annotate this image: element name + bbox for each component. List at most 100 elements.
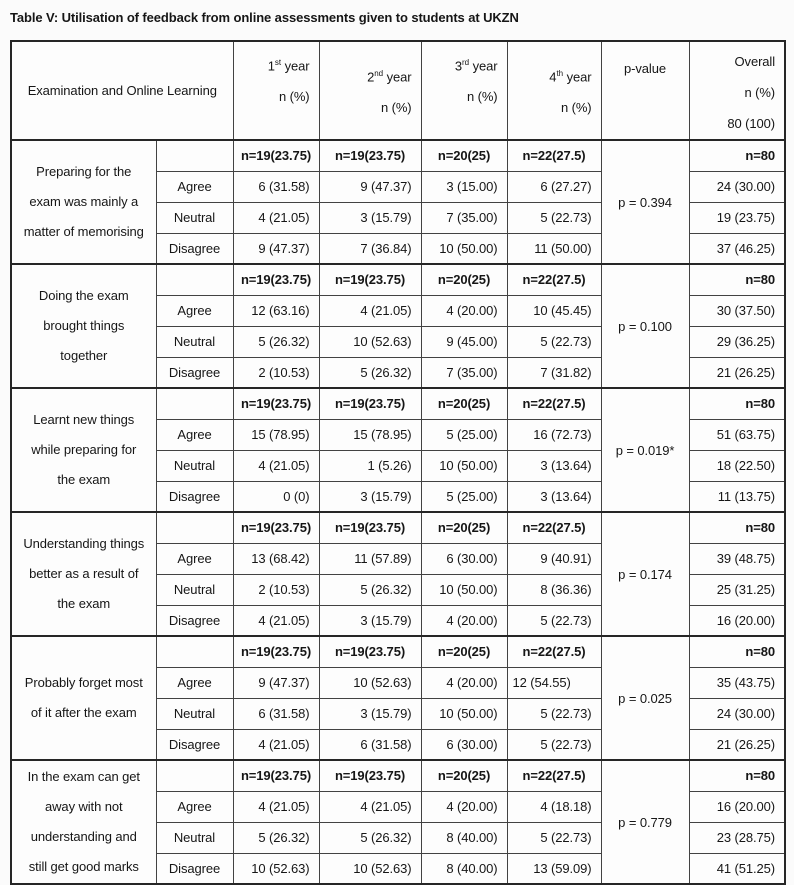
value-cell: 16 (72.73) bbox=[506, 418, 602, 451]
statement-line: away with not bbox=[45, 799, 123, 814]
statement-line: of it after the exam bbox=[30, 705, 137, 720]
response-label: Neutral bbox=[155, 697, 234, 730]
response-label: Neutral bbox=[155, 449, 234, 482]
value-cell: 7 (35.00) bbox=[420, 201, 508, 234]
value-cell: 11 (50.00) bbox=[506, 232, 602, 265]
overall-value-cell: 37 (46.25) bbox=[688, 232, 786, 265]
statement-line: exam was mainly a bbox=[29, 194, 139, 209]
overall-value-cell: 21 (26.25) bbox=[688, 356, 786, 389]
overall-value-cell: 16 (20.00) bbox=[688, 790, 786, 823]
header-year-1: 1st year n (%) bbox=[232, 40, 320, 141]
header-year-4-line2: n (%) bbox=[560, 100, 592, 116]
header-exam-online-learning: Examination and Online Learning bbox=[10, 40, 234, 141]
p-value-cell: p = 0.025 bbox=[600, 635, 690, 761]
response-row: Disagree 9 (47.37) 7 (36.84) 10 (50.00) 11 (… bbox=[11, 232, 786, 265]
value-cell: 13 (68.42) bbox=[232, 542, 320, 575]
value-cell: 5 (22.73) bbox=[506, 201, 602, 234]
p-value-cell: p = 0.174 bbox=[600, 511, 690, 637]
n-cell: n=20(25) bbox=[420, 263, 508, 296]
value-cell: 7 (31.82) bbox=[506, 356, 602, 389]
n-cell: n=22(27.5) bbox=[506, 759, 602, 792]
response-label: Neutral bbox=[155, 573, 234, 606]
statement-line: Doing the exam bbox=[38, 288, 129, 303]
p-value-cell: p = 0.779 bbox=[600, 759, 690, 885]
response-row: Disagree 4 (21.05) 3 (15.79) 4 (20.00) 5 (22… bbox=[11, 604, 786, 637]
value-cell: 13 (59.09) bbox=[506, 852, 602, 885]
value-cell: 3 (15.79) bbox=[318, 604, 422, 637]
overall-value-cell: 19 (23.75) bbox=[688, 201, 786, 234]
value-cell: 2 (10.53) bbox=[232, 573, 320, 606]
response-row: Agree 4 (21.05) 4 (21.05) 4 (20.00) 4 (18.18… bbox=[11, 790, 786, 823]
value-cell: 3 (15.79) bbox=[318, 201, 422, 234]
value-cell: 4 (21.05) bbox=[232, 449, 320, 482]
overall-value-cell: 16 (20.00) bbox=[688, 604, 786, 637]
response-label: Agree bbox=[155, 790, 234, 823]
response-label: Disagree bbox=[155, 232, 234, 265]
overall-value-cell: 25 (31.25) bbox=[688, 573, 786, 606]
value-cell: 6 (27.27) bbox=[506, 170, 602, 203]
value-cell: 12 (54.55) bbox=[506, 666, 602, 699]
value-cell: 3 (15.79) bbox=[318, 697, 422, 730]
n-overall-cell: n=80 bbox=[688, 139, 786, 172]
value-cell: 6 (31.58) bbox=[232, 170, 320, 203]
overall-value-cell: 41 (51.25) bbox=[688, 852, 786, 885]
n-cell: n=20(25) bbox=[420, 635, 508, 668]
statement-cell: Understanding things better as a result o… bbox=[10, 511, 157, 637]
header-year-3: 3rd year n (%) bbox=[420, 40, 508, 141]
response-row: Agree 9 (47.37) 10 (52.63) 4 (20.00) 12 (54.… bbox=[11, 666, 786, 699]
statement-cell: Learnt new things while preparing for the … bbox=[10, 387, 157, 513]
overall-value-cell: 23 (28.75) bbox=[688, 821, 786, 854]
value-cell: 3 (15.79) bbox=[318, 480, 422, 513]
statement-line: better as a result of bbox=[29, 566, 139, 581]
statement-line: Understanding things bbox=[23, 536, 145, 551]
n-cell: n=22(27.5) bbox=[506, 511, 602, 544]
statement-line: understanding and bbox=[30, 829, 137, 844]
value-cell: 5 (22.73) bbox=[506, 325, 602, 358]
group-n-row: Understanding things better as a result o… bbox=[10, 511, 786, 637]
value-cell: 10 (52.63) bbox=[318, 325, 422, 358]
n-cell: n=19(23.75) bbox=[232, 387, 320, 420]
response-row: Neutral 2 (10.53) 5 (26.32) 10 (50.00) 8 (36… bbox=[11, 573, 786, 606]
header-year-4-line1: 4th year bbox=[549, 68, 592, 85]
value-cell: 6 (31.58) bbox=[318, 728, 422, 761]
overall-value-cell: 30 (37.50) bbox=[688, 294, 786, 327]
value-cell: 9 (47.37) bbox=[232, 666, 320, 699]
response-label-empty bbox=[155, 511, 234, 544]
header-overall: Overall n (%) 80 (100) bbox=[688, 40, 786, 141]
header-overall-line2: n (%) bbox=[744, 85, 776, 100]
value-cell: 4 (21.05) bbox=[232, 728, 320, 761]
n-overall-cell: n=80 bbox=[688, 387, 786, 420]
response-label: Neutral bbox=[155, 821, 234, 854]
response-row: Disagree 0 (0) 3 (15.79) 5 (25.00) 3 (13.64)… bbox=[11, 480, 786, 513]
value-cell: 12 (63.16) bbox=[232, 294, 320, 327]
table-title: Table V: Utilisation of feedback from on… bbox=[10, 10, 519, 25]
n-overall-cell: n=80 bbox=[688, 511, 786, 544]
statement-line: still get good marks bbox=[28, 859, 139, 874]
statement-cell: Probably forget most of it after the exam bbox=[10, 635, 157, 761]
value-cell: 10 (52.63) bbox=[318, 666, 422, 699]
value-cell: 9 (40.91) bbox=[506, 542, 602, 575]
value-cell: 9 (47.37) bbox=[318, 170, 422, 203]
value-cell: 4 (21.05) bbox=[232, 790, 320, 823]
response-row: Agree 6 (31.58) 9 (47.37) 3 (15.00) 6 (27.27… bbox=[11, 170, 786, 203]
overall-value-cell: 21 (26.25) bbox=[688, 728, 786, 761]
response-label-empty bbox=[155, 263, 234, 296]
value-cell: 8 (40.00) bbox=[420, 821, 508, 854]
value-cell: 3 (13.64) bbox=[506, 480, 602, 513]
header-row: Examination and Online Learning 1st year… bbox=[10, 40, 786, 141]
value-cell: 5 (22.73) bbox=[506, 697, 602, 730]
n-cell: n=22(27.5) bbox=[506, 139, 602, 172]
response-row: Neutral 4 (21.05) 1 (5.26) 10 (50.00) 3 (13.… bbox=[11, 449, 786, 482]
value-cell: 15 (78.95) bbox=[232, 418, 320, 451]
header-year-4: 4th year n (%) bbox=[506, 40, 602, 141]
overall-value-cell: 39 (48.75) bbox=[688, 542, 786, 575]
overall-value-cell: 24 (30.00) bbox=[688, 697, 786, 730]
overall-value-cell: 24 (30.00) bbox=[688, 170, 786, 203]
value-cell: 4 (21.05) bbox=[232, 201, 320, 234]
value-cell: 4 (21.05) bbox=[318, 294, 422, 327]
statement-cell: Doing the exam brought things together bbox=[10, 263, 157, 389]
n-cell: n=19(23.75) bbox=[318, 635, 422, 668]
value-cell: 10 (50.00) bbox=[420, 232, 508, 265]
n-overall-cell: n=80 bbox=[688, 759, 786, 792]
p-value-cell: p = 0.100 bbox=[600, 263, 690, 389]
